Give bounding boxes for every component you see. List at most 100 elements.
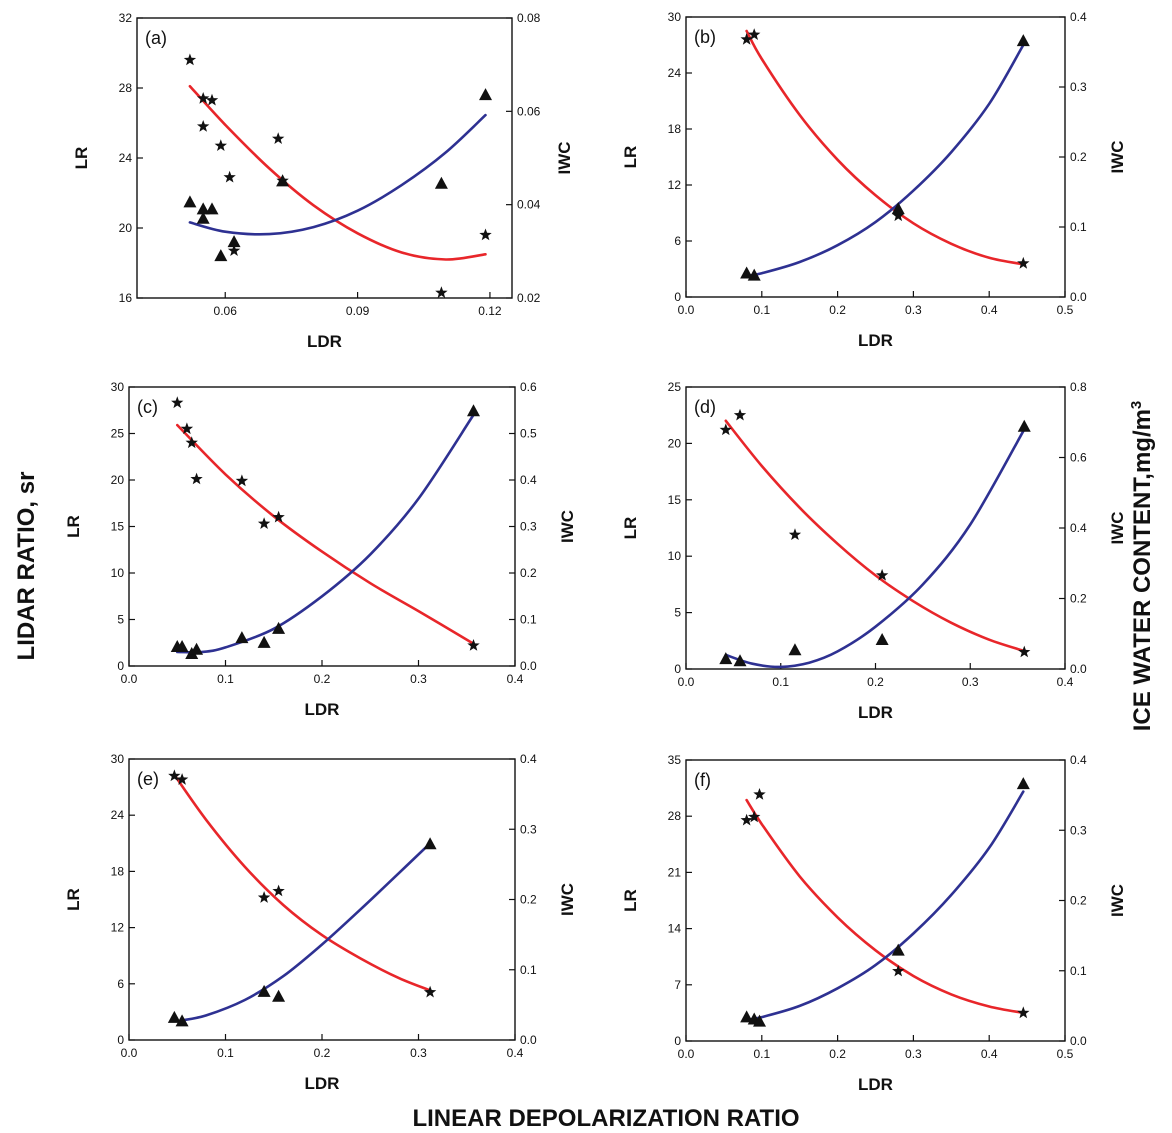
panel-a-iwc-fit-curve xyxy=(188,113,487,236)
panel-b-y2tick-label: 0.4 xyxy=(1070,10,1087,24)
panel-c-triangle-marker xyxy=(257,635,271,648)
panel-a-label: (a) xyxy=(145,28,167,48)
panel-d-xtick-label: 0.2 xyxy=(867,675,884,689)
panel-f-y2tick-label: 0.0 xyxy=(1070,1034,1087,1048)
panel-e-label: (e) xyxy=(137,769,159,789)
panel-d-xlabel: LDR xyxy=(858,703,893,722)
panel-b-ylabel: LR xyxy=(621,146,640,169)
panel-f-y2label: IWC xyxy=(1108,884,1127,917)
panel-e-xtick-label: 0.0 xyxy=(121,1046,138,1060)
panel-c-y2tick-label: 0.4 xyxy=(520,473,537,487)
panel-d-y2tick-label: 0.8 xyxy=(1070,380,1087,394)
panel-e-y2tick-label: 0.4 xyxy=(520,752,537,766)
panel-a-ytick-label: 16 xyxy=(119,291,133,305)
panel-a-y2tick-label: 0.02 xyxy=(517,291,541,305)
panel-d-xtick-label: 0.3 xyxy=(962,675,979,689)
panel-d-star-marker xyxy=(876,568,889,581)
panel-e-ytick-label: 30 xyxy=(111,752,125,766)
panel-d-triangle-marker xyxy=(733,654,747,667)
panel-f: 0.0 0.1 0.2 0.3 0.4 0.5 0 7 14 21 28 35 0.0 0.1 0.2 0.3… xyxy=(621,753,1127,1094)
panel-f-triangle-marker xyxy=(891,943,905,956)
panel-d-ytick-label: 15 xyxy=(668,493,682,507)
panel-a-xtick-label: 0.09 xyxy=(346,304,370,318)
panel-f-iwc-fit-curve xyxy=(745,790,1025,1022)
panel-c-iwc-fit-curve xyxy=(176,413,475,654)
panel-d-star-marker xyxy=(788,528,802,540)
panel-f-star-marker xyxy=(1017,1006,1030,1019)
panel-a-xtick-label: 0.12 xyxy=(478,304,502,318)
panel-e-ylabel: LR xyxy=(64,888,83,911)
panel-a-ytick-label: 32 xyxy=(119,11,133,25)
panel-b-ytick-label: 6 xyxy=(674,234,681,248)
panel-d: 0.0 0.1 0.2 0.3 0.4 0 5 10 15 20 25 0.0 0.2 0.4 0.6 0.8… xyxy=(621,380,1127,722)
panel-c-star-marker xyxy=(235,474,249,487)
panel-b-ytick-label: 12 xyxy=(668,178,682,192)
panel-f-ytick-label: 35 xyxy=(668,753,682,767)
panel-f-xtick-label: 0.0 xyxy=(678,1047,695,1061)
panel-a-triangle-marker xyxy=(479,88,493,101)
panel-d-ytick-label: 20 xyxy=(668,436,682,450)
panel-f-ytick-label: 28 xyxy=(668,809,682,823)
panel-f-ylabel: LR xyxy=(621,889,640,912)
panel-b-triangle-marker xyxy=(747,268,761,281)
panel-d-y2tick-label: 0.4 xyxy=(1070,521,1087,535)
panel-b-star-marker xyxy=(748,28,761,40)
panel-f-star-marker xyxy=(753,788,766,800)
panel-e-star-marker xyxy=(168,769,181,782)
panel-e-ytick-label: 6 xyxy=(117,977,124,991)
panel-f-star-marker xyxy=(748,810,761,823)
panel-f-triangle-marker xyxy=(740,1010,754,1023)
panel-e-ytick-label: 18 xyxy=(111,864,125,878)
panel-e-triangle-marker xyxy=(272,989,286,1002)
panel-c-triangle-marker xyxy=(175,640,189,653)
panel-e-ytick-label: 12 xyxy=(111,921,125,935)
panel-b-star-marker xyxy=(740,32,753,45)
panel-e-star-marker xyxy=(175,773,189,785)
panel-e-triangle-marker xyxy=(423,837,437,850)
panel-b-y2label: IWC xyxy=(1108,140,1127,173)
panel-f-ytick-label: 14 xyxy=(668,922,682,936)
panel-a-star-marker xyxy=(205,93,219,106)
panel-f-xtick-label: 0.1 xyxy=(753,1047,770,1061)
panel-b-xtick-label: 0.3 xyxy=(905,303,922,317)
panel-b-y2tick-label: 0.0 xyxy=(1070,290,1087,304)
panel-d-ytick-label: 5 xyxy=(674,606,681,620)
panel-a-star-marker xyxy=(272,132,285,144)
panel-c-y2tick-label: 0.5 xyxy=(520,427,537,441)
global-xlabel: LINEAR DEPOLARIZATION RATIO xyxy=(412,1105,799,1132)
panel-d-y2tick-label: 0.0 xyxy=(1070,662,1087,676)
panel-c-y2tick-label: 0.0 xyxy=(520,659,537,673)
panel-d-lr-fit-curve xyxy=(724,419,1026,653)
panel-d-ytick-label: 0 xyxy=(674,662,681,676)
panel-f-y2tick-label: 0.1 xyxy=(1070,964,1087,978)
panel-b: 0.0 0.1 0.2 0.3 0.4 0.5 0 6 12 18 24 30 0.0 0.1 0.2 0.3… xyxy=(621,10,1127,350)
panel-d-xtick-label: 0.0 xyxy=(678,675,695,689)
panel-a-triangle-marker xyxy=(227,235,241,248)
panel-c-ytick-label: 15 xyxy=(111,520,125,534)
panel-d-xtick-label: 0.1 xyxy=(772,675,789,689)
panel-a-triangle-marker xyxy=(276,174,290,187)
panel-e-y2tick-label: 0.0 xyxy=(520,1033,537,1047)
panel-a-star-marker xyxy=(197,120,210,132)
panel-d-ytick-label: 10 xyxy=(668,549,682,563)
panel-c-lr-fit-curve xyxy=(176,423,475,645)
panel-c-star-marker xyxy=(180,422,194,435)
panel-c-ylabel: LR xyxy=(64,515,83,538)
panel-d-y2tick-label: 0.2 xyxy=(1070,592,1087,606)
panel-d-label: (d) xyxy=(694,397,716,417)
panel-c-ytick-label: 30 xyxy=(111,380,125,394)
panel-e-y2tick-label: 0.1 xyxy=(520,963,537,977)
panel-e-y2label: IWC xyxy=(558,883,577,916)
panel-e-xtick-label: 0.4 xyxy=(507,1046,524,1060)
panel-b-lr-fit-curve xyxy=(745,29,1025,266)
panel-c-ytick-label: 25 xyxy=(111,427,125,441)
panel-d-triangle-marker xyxy=(1017,419,1031,432)
panel-e-y2tick-label: 0.2 xyxy=(520,893,537,907)
panel-f-label: (f) xyxy=(694,770,711,790)
panel-e-star-marker xyxy=(257,891,271,903)
panel-a-star-marker xyxy=(197,92,210,104)
panel-c-xtick-label: 0.1 xyxy=(217,672,234,686)
panel-f-ytick-label: 21 xyxy=(668,865,682,879)
panel-f-xtick-label: 0.5 xyxy=(1057,1047,1074,1061)
panel-c-xtick-label: 0.4 xyxy=(507,672,524,686)
